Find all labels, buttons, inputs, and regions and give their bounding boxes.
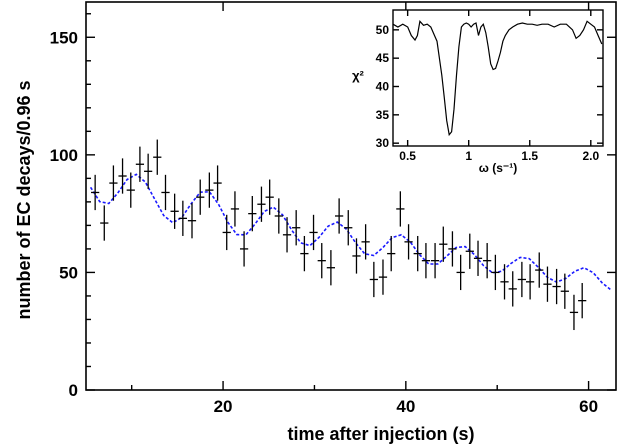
data-point — [135, 146, 145, 182]
data-point — [421, 243, 431, 279]
data-point — [326, 250, 336, 286]
y-tick-label: 150 — [50, 28, 78, 47]
data-point — [239, 231, 249, 267]
data-point — [500, 264, 509, 300]
data-point — [396, 191, 405, 227]
data-point — [282, 217, 292, 253]
data-point — [465, 233, 474, 269]
inset-x-tick-label: 0.5 — [399, 149, 416, 163]
data-point — [535, 252, 544, 288]
data-point — [205, 172, 214, 208]
data-point — [387, 235, 396, 272]
fit-curve — [89, 173, 612, 291]
y-axis-title: number of EC decays/0.96 s — [14, 80, 34, 319]
data-point — [483, 243, 492, 279]
data-point — [248, 196, 257, 232]
data-point — [144, 153, 153, 189]
x-axis-title: time after injection (s) — [287, 424, 474, 444]
data-point — [361, 224, 370, 260]
data-point — [257, 186, 266, 222]
data-point — [413, 235, 422, 272]
data-point — [170, 193, 179, 229]
inset-y-tick-label: 35 — [376, 108, 390, 122]
data-point — [404, 224, 413, 260]
x-tick-label: 60 — [579, 397, 598, 416]
inset-chi2-curve — [392, 19, 603, 137]
data-point — [369, 261, 378, 298]
data-point — [309, 214, 318, 251]
data-point — [578, 283, 587, 319]
data-point — [335, 198, 344, 234]
data-point — [525, 264, 535, 300]
inset-plot: 0.5 1 1.5 2.0 30 35 40 45 50 ω (s⁻¹) χ² — [352, 9, 604, 175]
x-tick-label: 40 — [396, 397, 415, 416]
inset-y-tick-label: 50 — [376, 23, 390, 37]
data-point — [352, 238, 361, 274]
data-point — [543, 266, 552, 302]
data-point — [517, 261, 526, 298]
data-point — [161, 174, 170, 211]
data-point — [126, 172, 135, 208]
data-point — [508, 271, 517, 307]
data-point — [448, 231, 457, 267]
data-point — [196, 179, 205, 215]
data-point — [274, 198, 283, 234]
inset-x-axis-title: ω (s⁻¹) — [479, 161, 517, 175]
data-point — [265, 179, 274, 215]
inset-y-tick-label: 30 — [376, 136, 390, 150]
data-point — [344, 210, 353, 246]
inset-y-tick-label: 40 — [376, 80, 390, 94]
data-point — [430, 243, 440, 279]
inset-x-tick-label: 1.5 — [521, 149, 538, 163]
data-point — [569, 294, 579, 331]
data-point — [187, 203, 197, 239]
inset-x-tick-label: 2.0 — [582, 149, 599, 163]
main-plot-frame — [85, 1, 617, 391]
data-point — [439, 226, 448, 262]
data-point — [317, 243, 326, 279]
data-point — [222, 214, 231, 251]
data-point — [552, 268, 561, 305]
data-point — [178, 200, 187, 236]
data-point — [473, 240, 483, 276]
data-point — [491, 254, 500, 291]
data-point — [91, 174, 100, 211]
data-point — [292, 210, 301, 246]
data-point — [230, 191, 240, 227]
inset-plot-frame — [392, 9, 604, 147]
data-point — [100, 205, 109, 241]
data-point — [213, 165, 222, 201]
data-point — [560, 273, 569, 309]
data-point — [153, 139, 162, 175]
data-point — [118, 158, 127, 194]
inset-y-axis-title: χ² — [352, 68, 364, 83]
inset-y-tick-label: 45 — [376, 51, 390, 65]
data-point — [300, 235, 309, 272]
data-point — [456, 254, 465, 291]
data-point — [109, 165, 118, 201]
y-tick-label: 100 — [50, 146, 78, 165]
x-tick-label: 20 — [214, 397, 233, 416]
y-tick-label: 0 — [69, 381, 78, 400]
data-point — [378, 259, 388, 295]
y-tick-label: 50 — [59, 263, 78, 282]
inset-x-tick-label: 1 — [465, 149, 472, 163]
